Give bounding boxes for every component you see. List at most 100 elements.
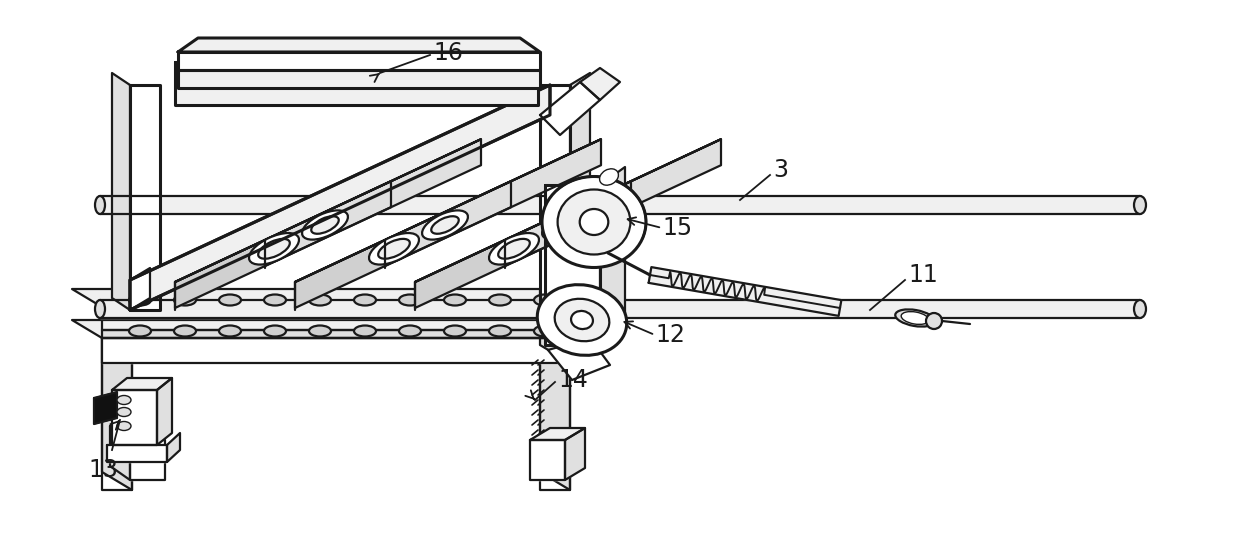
Text: 15: 15	[662, 216, 692, 240]
Ellipse shape	[432, 216, 459, 234]
Ellipse shape	[901, 312, 929, 325]
Polygon shape	[179, 70, 539, 88]
Ellipse shape	[1135, 196, 1146, 214]
Polygon shape	[107, 445, 167, 462]
Polygon shape	[529, 440, 565, 480]
Ellipse shape	[249, 233, 299, 265]
Polygon shape	[175, 139, 481, 282]
Ellipse shape	[353, 294, 376, 306]
Polygon shape	[175, 84, 538, 105]
Ellipse shape	[95, 196, 105, 214]
Polygon shape	[102, 307, 570, 330]
Polygon shape	[546, 185, 600, 345]
Polygon shape	[72, 320, 570, 338]
Ellipse shape	[580, 209, 609, 235]
Ellipse shape	[895, 309, 935, 327]
Ellipse shape	[370, 233, 419, 265]
Polygon shape	[112, 378, 172, 390]
Ellipse shape	[303, 211, 348, 240]
Text: 14: 14	[558, 368, 588, 392]
Ellipse shape	[311, 216, 339, 234]
Polygon shape	[130, 85, 551, 310]
Polygon shape	[179, 38, 539, 52]
Polygon shape	[130, 268, 150, 310]
Polygon shape	[110, 426, 165, 440]
Polygon shape	[175, 181, 391, 308]
Ellipse shape	[309, 294, 331, 306]
Ellipse shape	[399, 326, 422, 336]
Polygon shape	[179, 52, 539, 70]
Ellipse shape	[444, 326, 466, 336]
Ellipse shape	[264, 294, 286, 306]
Ellipse shape	[264, 326, 286, 336]
Ellipse shape	[309, 326, 331, 336]
Polygon shape	[102, 330, 570, 338]
Polygon shape	[384, 139, 601, 266]
Polygon shape	[112, 390, 157, 445]
Polygon shape	[539, 330, 570, 490]
Polygon shape	[539, 320, 570, 363]
Polygon shape	[112, 73, 130, 310]
Polygon shape	[157, 378, 172, 445]
Polygon shape	[265, 139, 481, 266]
Text: 13: 13	[88, 458, 118, 482]
Ellipse shape	[542, 177, 646, 267]
Text: 12: 12	[655, 323, 684, 347]
Ellipse shape	[600, 169, 619, 185]
Polygon shape	[548, 338, 610, 380]
Ellipse shape	[537, 285, 626, 355]
Text: 16: 16	[433, 41, 463, 65]
Polygon shape	[72, 289, 570, 307]
Ellipse shape	[219, 294, 241, 306]
Text: 11: 11	[908, 263, 937, 287]
Ellipse shape	[117, 422, 131, 430]
Ellipse shape	[129, 326, 151, 336]
Polygon shape	[94, 392, 117, 424]
Ellipse shape	[117, 395, 131, 404]
Ellipse shape	[378, 239, 409, 259]
Ellipse shape	[542, 211, 588, 240]
Polygon shape	[649, 267, 842, 316]
Ellipse shape	[554, 299, 609, 341]
Polygon shape	[175, 62, 538, 84]
Polygon shape	[600, 167, 625, 345]
Ellipse shape	[444, 294, 466, 306]
Ellipse shape	[489, 294, 511, 306]
Ellipse shape	[353, 326, 376, 336]
Ellipse shape	[926, 313, 942, 329]
Polygon shape	[505, 139, 720, 266]
Ellipse shape	[489, 326, 511, 336]
Polygon shape	[565, 428, 585, 480]
Ellipse shape	[534, 294, 556, 306]
Polygon shape	[102, 338, 570, 363]
Polygon shape	[529, 428, 585, 440]
Ellipse shape	[95, 300, 105, 318]
Polygon shape	[102, 312, 131, 490]
Polygon shape	[295, 181, 511, 308]
Ellipse shape	[174, 326, 196, 336]
Polygon shape	[295, 139, 601, 282]
Ellipse shape	[534, 326, 556, 336]
Ellipse shape	[572, 311, 593, 329]
Polygon shape	[415, 139, 720, 282]
Text: 3: 3	[773, 158, 787, 182]
Ellipse shape	[422, 211, 467, 240]
Polygon shape	[539, 312, 570, 490]
Ellipse shape	[489, 233, 539, 265]
Polygon shape	[167, 433, 180, 462]
Ellipse shape	[129, 294, 151, 306]
Ellipse shape	[399, 294, 422, 306]
Ellipse shape	[219, 326, 241, 336]
Polygon shape	[110, 426, 130, 480]
Polygon shape	[580, 68, 620, 100]
Polygon shape	[100, 196, 1140, 214]
Polygon shape	[415, 181, 631, 308]
Polygon shape	[570, 73, 590, 310]
Ellipse shape	[558, 190, 630, 254]
Polygon shape	[539, 82, 600, 135]
Ellipse shape	[1135, 300, 1146, 318]
Ellipse shape	[117, 408, 131, 416]
Ellipse shape	[258, 239, 290, 259]
Ellipse shape	[174, 294, 196, 306]
Polygon shape	[130, 85, 160, 310]
